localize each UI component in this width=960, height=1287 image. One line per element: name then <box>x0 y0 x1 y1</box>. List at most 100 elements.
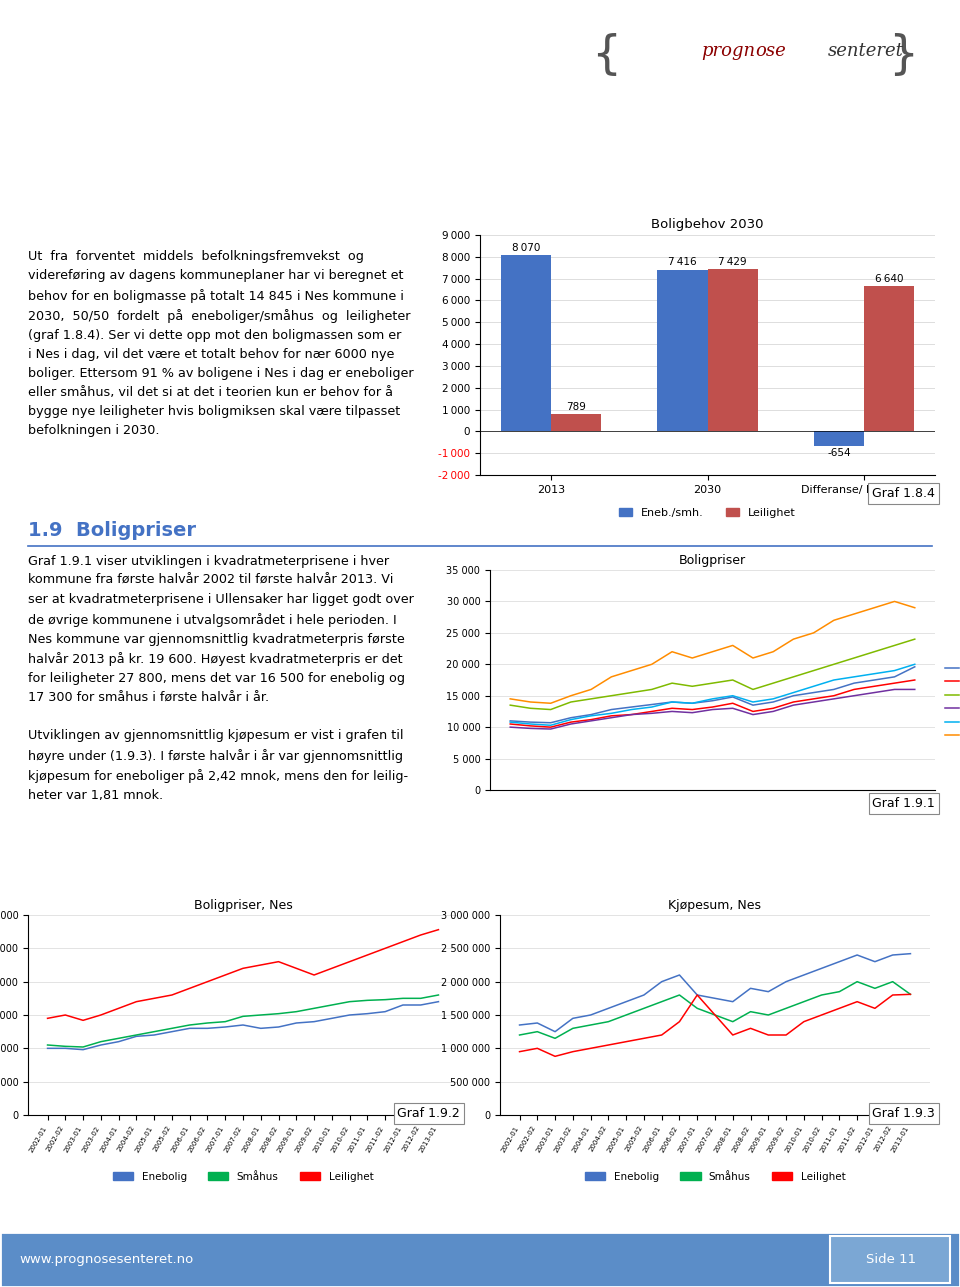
Enebolig <box>780 974 792 990</box>
Bar <box>501 255 551 431</box>
SØRUM <box>525 718 537 734</box>
SØRUM <box>707 699 718 714</box>
Enebolig <box>887 947 899 963</box>
ULLENSAKER <box>787 632 799 647</box>
Text: Side 11: Side 11 <box>866 1254 916 1266</box>
Bar <box>814 431 864 445</box>
Text: -654: -654 <box>828 448 851 458</box>
NANNESTAD <box>727 700 738 716</box>
Leilighet <box>415 927 426 942</box>
GJERDRUM <box>808 678 820 694</box>
Småhus <box>656 994 667 1009</box>
NANNESTAD <box>849 689 860 704</box>
Enebolig <box>166 1024 178 1040</box>
Leilighet <box>691 987 703 1003</box>
NES (A.) <box>606 701 617 717</box>
NES (A.) <box>707 692 718 708</box>
NANNESTAD <box>606 710 617 726</box>
NES (A.) <box>787 689 799 704</box>
Enebolig <box>202 1021 213 1036</box>
Leilighet <box>514 1044 525 1059</box>
ULLENSAKER <box>869 600 880 615</box>
Text: 789: 789 <box>566 402 586 412</box>
Småhus <box>709 1008 721 1023</box>
Line: Enebolig: Enebolig <box>48 1001 439 1050</box>
NES (A.) <box>828 682 840 698</box>
Text: 7 429: 7 429 <box>718 256 747 266</box>
Text: Graf 1.9.3: Graf 1.9.3 <box>873 1107 935 1120</box>
SØRUM <box>545 719 557 735</box>
Enebolig <box>727 994 738 1009</box>
NANNESTAD <box>525 721 537 736</box>
Småhus <box>691 1000 703 1015</box>
NES (A.) <box>869 672 880 687</box>
Text: 8 070: 8 070 <box>512 243 540 252</box>
GJERDRUM <box>504 714 516 730</box>
SØRUM <box>787 694 799 709</box>
GJERDRUM <box>828 672 840 687</box>
Enebolig <box>78 1042 89 1058</box>
SØRUM <box>727 695 738 710</box>
Legend: Enebolig, Småhus, Leilighet: Enebolig, Småhus, Leilighet <box>581 1167 850 1185</box>
SØRUM <box>889 676 900 691</box>
LØRENSKOG <box>727 672 738 687</box>
Line: Småhus: Småhus <box>48 995 439 1048</box>
NANNESTAD <box>666 704 678 719</box>
NES (A.) <box>686 695 698 710</box>
Småhus <box>291 1004 302 1019</box>
NES (A.) <box>909 659 921 674</box>
Småhus <box>184 1017 196 1032</box>
GJERDRUM <box>565 712 577 727</box>
ULLENSAKER <box>707 644 718 659</box>
Text: Boligmarkedsanalyse - Nes kommune: Boligmarkedsanalyse - Nes kommune <box>13 58 323 72</box>
Text: }: } <box>888 32 919 77</box>
GJERDRUM <box>606 705 617 721</box>
GJERDRUM <box>747 694 758 709</box>
Enebolig <box>549 1024 561 1040</box>
GJERDRUM <box>525 717 537 732</box>
GJERDRUM <box>849 669 860 685</box>
GJERDRUM <box>787 685 799 700</box>
NES (A.) <box>727 690 738 705</box>
ULLENSAKER <box>849 606 860 622</box>
LØRENSKOG <box>606 689 617 704</box>
Småhus <box>798 994 809 1009</box>
SØRUM <box>849 682 860 698</box>
Text: Ut  fra  forventet  middels  befolkningsfremvekst  og
videreføring av dagens kom: Ut fra forventet middels befolkningsfrem… <box>28 250 414 438</box>
NANNESTAD <box>828 691 840 707</box>
Enebolig <box>113 1033 125 1049</box>
Småhus <box>379 992 391 1008</box>
Enebolig <box>42 1041 54 1057</box>
Leilighet <box>887 987 899 1003</box>
Enebolig <box>762 985 774 1000</box>
NES (A.) <box>666 694 678 709</box>
Småhus <box>585 1017 596 1032</box>
Leilighet <box>255 958 267 973</box>
Text: {: { <box>591 32 621 77</box>
LØRENSKOG <box>787 669 799 685</box>
NES (A.) <box>565 710 577 726</box>
Småhus <box>745 1004 756 1019</box>
Line: GJERDRUM: GJERDRUM <box>510 664 915 726</box>
Leilighet <box>549 1049 561 1064</box>
Småhus <box>762 1008 774 1023</box>
Leilighet <box>220 968 231 983</box>
Enebolig <box>95 1037 107 1053</box>
Text: www.prognosesenteret.no: www.prognosesenteret.no <box>19 1254 194 1266</box>
ULLENSAKER <box>565 689 577 704</box>
Småhus <box>397 991 409 1006</box>
Enebolig <box>149 1027 160 1042</box>
LØRENSKOG <box>646 682 658 698</box>
Småhus <box>603 1014 614 1030</box>
Leilighet <box>816 1008 828 1023</box>
Småhus <box>415 991 426 1006</box>
Text: ose: ose <box>755 41 785 59</box>
Leilighet <box>585 1041 596 1057</box>
Line: ULLENSAKER: ULLENSAKER <box>510 601 915 703</box>
Småhus <box>887 974 899 990</box>
Leilighet <box>656 1027 667 1042</box>
Enebolig <box>904 946 916 961</box>
GJERDRUM <box>889 663 900 678</box>
Title: Boligbehov 2030: Boligbehov 2030 <box>651 218 764 232</box>
NANNESTAD <box>808 694 820 709</box>
